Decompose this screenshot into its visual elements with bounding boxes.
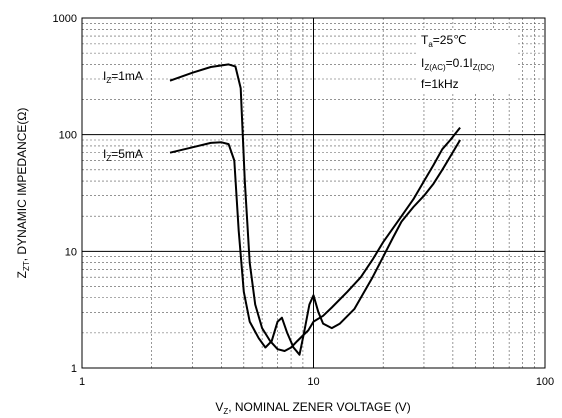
grid-major-lines: [82, 18, 545, 368]
series-label-5ma: IZ=5mA: [103, 147, 143, 163]
annotation-frequency: f=1kHz: [421, 77, 459, 91]
y-tick-label: 1: [71, 363, 77, 375]
annotation-current-mid: =0.1I: [446, 56, 473, 70]
x-tick-labels: 1 10 100: [79, 376, 554, 388]
y-tick-label: 10: [65, 246, 77, 258]
series-label-5ma-sub: Z: [106, 154, 111, 163]
series-line-1ma: [169, 63, 461, 352]
series-label-5ma-rest: =5mA: [111, 147, 143, 161]
x-axis-title-rest: , NOMINAL ZENER VOLTAGE (V): [228, 400, 410, 414]
annotation-temperature-rest: =25℃: [433, 33, 467, 47]
annotation-temperature-sub: a: [428, 40, 433, 49]
plot-frame: [81, 17, 546, 369]
x-tick-label: 1: [79, 376, 85, 388]
annotation-current-main: I: [421, 56, 424, 70]
series-label-5ma-main: I: [103, 147, 106, 161]
series-label-1ma-main: I: [103, 69, 106, 83]
y-axis-title-rest: , DYNAMIC IMPEDANCE(Ω): [15, 108, 29, 262]
y-axis-title-main: Z: [15, 271, 29, 278]
series-label-1ma-rest: =1mA: [111, 69, 143, 83]
annotation-backdrop: [418, 30, 518, 92]
y-tick-label: 100: [59, 130, 77, 142]
x-tick-label: 100: [536, 376, 554, 388]
series-lines: [169, 63, 461, 356]
annotation-temperature: Ta=25℃: [421, 33, 467, 49]
x-axis-title: VZ, NOMINAL ZENER VOLTAGE (V): [215, 400, 410, 416]
y-tick-label: 1000: [53, 13, 77, 25]
y-axis-title: ZZT, DYNAMIC IMPEDANCE(Ω): [15, 108, 31, 279]
x-tick-label: 10: [307, 376, 319, 388]
series-line-5ma: [169, 139, 461, 356]
x-axis-title-sub: Z: [223, 407, 228, 416]
annotation-temperature-main: T: [421, 33, 429, 47]
y-axis-title-sub: ZT: [22, 261, 31, 271]
annotation-current-sub2: Z(DC): [473, 63, 495, 72]
annotation-current: IZ(AC)=0.1IZ(DC): [421, 56, 495, 72]
x-axis-title-main: V: [215, 400, 223, 414]
series-label-1ma-sub: Z: [106, 76, 111, 85]
series-label-1ma: IZ=1mA: [103, 69, 143, 85]
annotation-current-sub: Z(AC): [424, 63, 446, 72]
y-tick-labels: 1 10 100 1000: [53, 13, 77, 375]
